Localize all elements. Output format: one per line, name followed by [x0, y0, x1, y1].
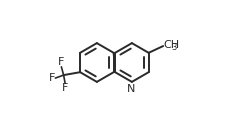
Text: N: N — [126, 84, 135, 94]
Text: 3: 3 — [170, 43, 176, 52]
Text: CH: CH — [163, 40, 179, 50]
Text: F: F — [62, 83, 68, 93]
Text: F: F — [58, 57, 64, 67]
Text: F: F — [49, 73, 55, 83]
